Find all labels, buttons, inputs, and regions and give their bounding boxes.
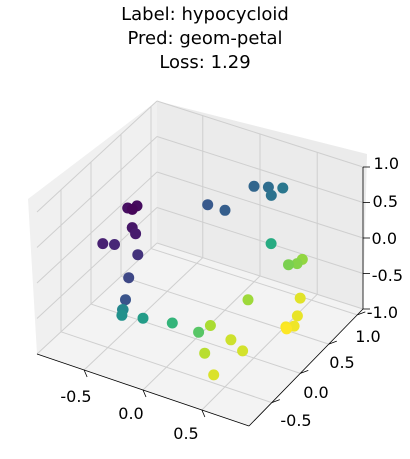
x-tick-label: 0.5 [173, 424, 198, 443]
scatter-point [137, 312, 149, 324]
z-tick-label: 1.0 [374, 154, 399, 173]
x-tick-labels: -0.5 0.0 0.5 [60, 387, 198, 443]
gridline-left-z [36, 171, 158, 284]
z-tick-label: 0.0 [372, 229, 397, 248]
z-tick-label: -0.5 [372, 266, 403, 285]
y-tick-label: -0.5 [280, 411, 311, 430]
scatter-point [199, 347, 211, 359]
title-line-loss: Loss: 1.29 [159, 52, 251, 73]
tick-marks [83, 166, 370, 418]
scatter-point [126, 203, 138, 215]
gridline-back-z [156, 171, 364, 239]
gridline-floor-y [60, 331, 272, 404]
scatter-point [123, 272, 135, 284]
y-tick-mark [271, 399, 280, 403]
scatter-point [248, 180, 260, 192]
gridline-back-z [156, 136, 364, 203]
chart-title: Label: hypocycloid Pred: geom-petal Loss… [0, 3, 410, 75]
gridline-left-z [36, 136, 158, 248]
scatter-point [265, 189, 277, 201]
scatter-point [291, 258, 303, 270]
scatter-point [120, 294, 131, 306]
scatter-point [242, 294, 254, 306]
scatter-point [225, 334, 237, 346]
gridline-left-z [36, 100, 158, 213]
y-tick-label: 0.5 [329, 353, 354, 372]
scatter-point [237, 345, 249, 357]
y-tick-label: 0.0 [303, 383, 328, 402]
y-tick-mark [300, 369, 309, 374]
x-tick-label: -0.5 [60, 387, 91, 406]
scatter-point [283, 259, 294, 271]
scatter-point [204, 320, 216, 331]
title-line-label: Label: hypocycloid [121, 4, 289, 25]
scatter-point [116, 309, 128, 321]
y-tick-mark [328, 340, 337, 345]
scatter-point [202, 199, 214, 211]
scatter-point [97, 238, 109, 250]
gridline-left-z [36, 242, 158, 355]
scatter-point [262, 181, 274, 193]
scatter-point [132, 249, 144, 261]
gridline-back-z [156, 100, 364, 168]
scatter-point [281, 323, 293, 335]
data-points [97, 180, 308, 381]
z-tick-label: 0.5 [373, 192, 398, 211]
gridline-back-z [156, 207, 364, 274]
scatter-point [208, 369, 220, 381]
scatter-point [265, 238, 277, 250]
pane-left [28, 101, 157, 354]
scatter-point [277, 182, 289, 194]
y-tick-mark [357, 311, 366, 316]
z-tick-label: -1.0 [367, 303, 398, 322]
x-tick-label: 0.0 [118, 404, 143, 423]
y-axis-line [248, 308, 364, 427]
x-tick-mark [201, 409, 206, 418]
y-tick-label: 1.0 [355, 327, 380, 346]
scatter-point [294, 292, 306, 304]
scatter-point [130, 228, 142, 240]
x-tick-mark [83, 369, 88, 378]
gridline-floor-y [120, 275, 329, 345]
y-tick-labels: -0.5 0.0 0.5 1.0 [280, 327, 380, 430]
scatter-point [109, 239, 120, 250]
gridline-floor-y [150, 248, 358, 316]
scatter-point [193, 326, 205, 338]
title-line-pred: Pred: geom-petal [127, 28, 283, 49]
scatter-point [219, 204, 231, 216]
scatter-point [291, 310, 303, 322]
x-tick-mark [142, 389, 147, 398]
z-tick-labels: -1.0 -0.5 0.0 0.5 1.0 [367, 154, 403, 322]
gridline-back-z [156, 242, 364, 310]
scatter-point [166, 317, 178, 329]
